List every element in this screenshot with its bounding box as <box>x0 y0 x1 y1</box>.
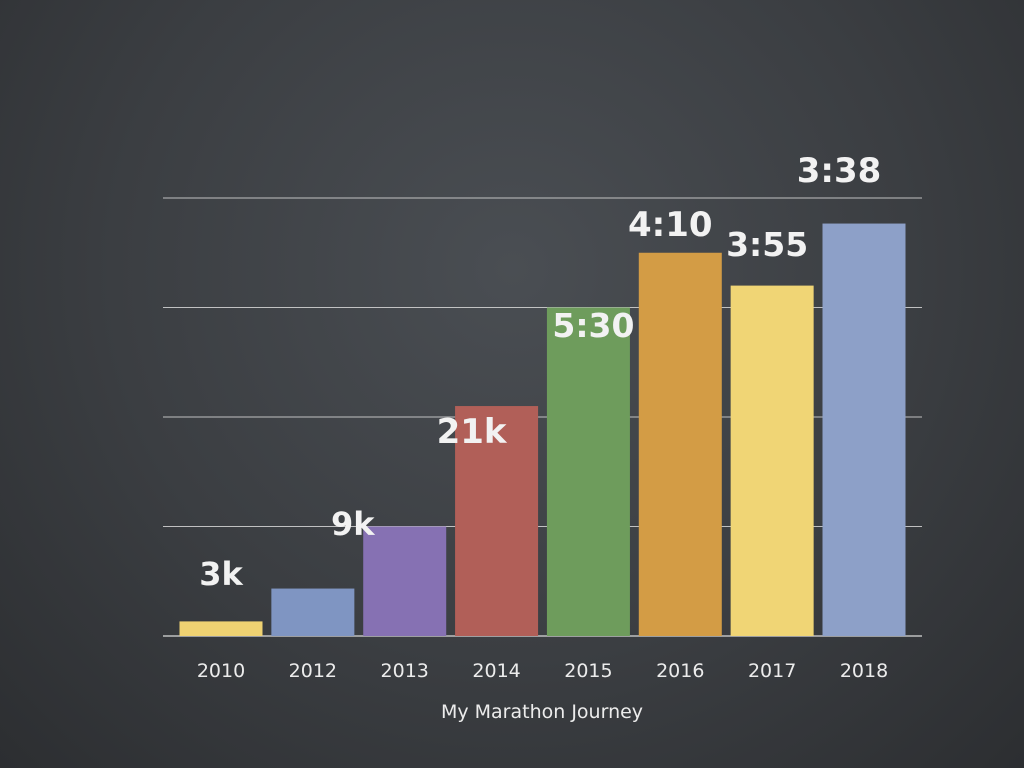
x-tick-label-2017: 2017 <box>748 660 796 682</box>
bar-2016 <box>638 252 722 636</box>
x-tick-label-2014: 2014 <box>472 660 520 682</box>
x-tick-label-2012: 2012 <box>289 660 337 682</box>
x-tick-label-2013: 2013 <box>381 660 429 682</box>
bars-group <box>179 223 906 637</box>
x-tick-label-2018: 2018 <box>840 660 888 682</box>
data-label-2018: 3:38 <box>797 151 882 191</box>
bar-2015 <box>546 307 630 636</box>
bar-2018 <box>822 223 906 637</box>
bar-2010 <box>179 621 263 636</box>
x-tick-labels-group: 2010 2012 2013 2014 2015 2016 2017 2018 <box>197 660 888 682</box>
bar-2017 <box>730 285 814 636</box>
data-label-2017: 3:55 <box>726 225 808 264</box>
data-label-2014: 21k <box>437 412 508 452</box>
bar-2012 <box>271 588 355 636</box>
bar-2013 <box>363 526 447 636</box>
x-tick-label-2016: 2016 <box>656 660 704 682</box>
data-labels-group: 3k 9k 21k 5:30 4:10 3:55 3:38 <box>199 151 881 593</box>
chart-title: My Marathon Journey <box>441 701 643 723</box>
data-label-2016: 4:10 <box>628 205 713 245</box>
x-tick-label-2010: 2010 <box>197 660 245 682</box>
bar-2014 <box>455 406 539 636</box>
data-label-2013: 9k <box>331 505 375 543</box>
data-label-2015: 5:30 <box>552 306 634 345</box>
data-label-2010: 3k <box>199 555 243 593</box>
x-tick-label-2015: 2015 <box>564 660 612 682</box>
